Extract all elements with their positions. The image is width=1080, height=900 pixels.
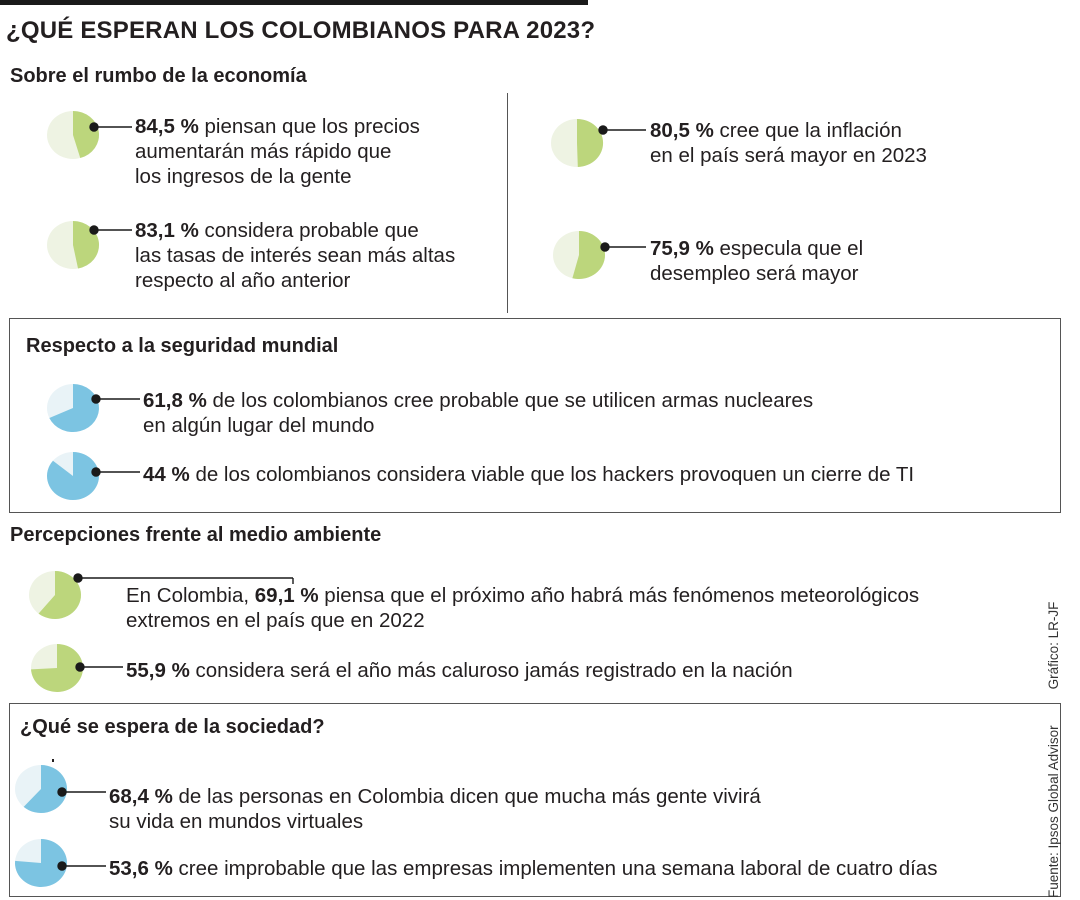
pie-ambiente-1 — [29, 571, 81, 619]
stat-text: considera probable que — [204, 219, 419, 242]
stat-text: piensan que los precios — [204, 115, 420, 138]
stat-text: de los colombianos considera viable que … — [195, 463, 915, 486]
stray-mark — [52, 759, 54, 762]
stat-value: 68,4 % — [109, 785, 173, 808]
stat-seguridad-1: 61,8 % de los colombianos cree probable … — [143, 388, 813, 438]
stat-text: en el país será mayor en 2023 — [650, 144, 927, 167]
stat-text: en algún lugar del mundo — [143, 414, 375, 437]
pie-economia-1 — [47, 111, 100, 159]
stat-value: 83,1 % — [135, 219, 199, 242]
section-title-ambiente: Percepciones frente al medio ambiente — [10, 524, 382, 546]
stat-economia-4: 75,9 % especula que el desempleo será ma… — [650, 236, 863, 286]
stat-text: desempleo será mayor — [650, 262, 859, 285]
stat-economia-2: 83,1 % considera probable que las tasas … — [135, 218, 455, 293]
stat-text: cree que la inflación — [719, 119, 902, 142]
stat-ambiente-2: 55,9 % considera será el año más caluros… — [126, 658, 793, 683]
stat-value: 84,5 % — [135, 115, 199, 138]
stat-text: su vida en mundos virtuales — [109, 810, 364, 833]
pie-slice — [572, 231, 605, 279]
pie-seguridad-1 — [47, 384, 100, 432]
section-box-sociedad — [9, 703, 1061, 897]
pie-economia-4 — [553, 231, 605, 279]
main-title: ¿QUÉ ESPERAN LOS COLOMBIANOS PARA 2023? — [6, 17, 596, 44]
section-box-seguridad — [9, 318, 1061, 513]
stat-text: los ingresos de la gente — [135, 165, 352, 188]
stat-sociedad-2: 53,6 % cree improbable que las empresas … — [109, 856, 937, 881]
column-divider — [507, 93, 508, 313]
stat-value: 75,9 % — [650, 237, 714, 260]
stat-value: 55,9 % — [126, 659, 190, 682]
stat-prefix: En Colombia, — [126, 584, 250, 607]
pie-sociedad-2 — [14, 839, 67, 887]
pie-slice — [47, 452, 100, 500]
pie-sociedad-1 — [15, 765, 67, 813]
stat-text: aumentarán más rápido que — [135, 140, 392, 163]
top-rule — [0, 0, 588, 5]
stat-text: cree improbable que las empresas impleme… — [178, 857, 938, 880]
pie-economia-3 — [551, 118, 604, 167]
stat-value: 69,1 % — [254, 584, 319, 607]
stat-value: 80,5 % — [650, 119, 714, 142]
credits: Fuente: Ipsos Global Advisor Gráfico: LR-… — [1046, 602, 1061, 898]
pie-ambiente-2 — [31, 644, 83, 692]
stat-value: 44 % — [143, 463, 190, 486]
stat-value: 53,6 % — [109, 857, 173, 880]
pie-slice — [31, 644, 83, 692]
stat-seguridad-2: 44 % de los colombianos considera viable… — [143, 462, 914, 487]
stat-sociedad-1: 68,4 % de las personas en Colombia dicen… — [109, 784, 761, 834]
pie-slice — [14, 839, 67, 887]
pie-slice — [577, 118, 604, 167]
stat-economia-1: 84,5 % piensan que los precios aumentará… — [135, 114, 420, 189]
section-title-seguridad: Respecto a la seguridad mundial — [26, 335, 339, 357]
pie-slice — [49, 384, 100, 432]
stat-value: 61,8 % — [143, 389, 207, 412]
stat-text: las tasas de interés sean más altas — [135, 244, 456, 267]
stat-text: de los colombianos cree probable que se … — [212, 389, 814, 412]
stat-text: especula que el — [719, 237, 864, 260]
section-title-economia: Sobre el rumbo de la economía — [10, 65, 307, 87]
source-credit: Fuente: Ipsos Global Advisor — [1046, 725, 1061, 898]
graphic-credit: Gráfico: LR-JF — [1046, 601, 1061, 690]
pie-seguridad-2 — [47, 452, 100, 500]
stat-economia-3: 80,5 % cree que la inflación en el país … — [650, 118, 927, 168]
stat-ambiente-1: En Colombia, 69,1 % piensa que el próxim… — [126, 583, 919, 633]
stat-text: considera será el año más caluroso jamás… — [195, 659, 793, 682]
section-title-sociedad: ¿Qué se espera de la sociedad? — [20, 716, 325, 738]
pie-slice — [23, 765, 67, 813]
stat-text: respecto al año anterior — [135, 269, 351, 292]
stat-text: de las personas en Colombia dicen que mu… — [178, 785, 761, 808]
pie-slice — [38, 571, 81, 619]
stat-text: piensa que el próximo año habrá más fenó… — [324, 584, 920, 607]
stat-text: extremos en el país que en 2022 — [126, 609, 425, 632]
